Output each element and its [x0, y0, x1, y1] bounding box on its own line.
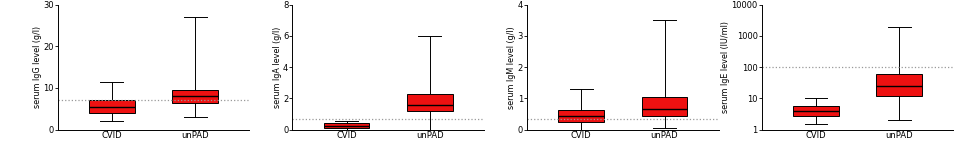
PathPatch shape: [641, 97, 688, 115]
PathPatch shape: [324, 123, 370, 128]
PathPatch shape: [407, 94, 453, 111]
Y-axis label: serum IgE level (IU/ml): serum IgE level (IU/ml): [721, 21, 730, 113]
PathPatch shape: [172, 90, 218, 103]
PathPatch shape: [89, 100, 135, 113]
PathPatch shape: [559, 110, 604, 122]
PathPatch shape: [794, 106, 839, 116]
Y-axis label: serum IgG level (g/l): serum IgG level (g/l): [33, 26, 41, 108]
Y-axis label: serum IgA level (g/l): serum IgA level (g/l): [273, 26, 281, 108]
Y-axis label: serum IgM level (g/l): serum IgM level (g/l): [508, 26, 516, 109]
PathPatch shape: [876, 74, 923, 96]
